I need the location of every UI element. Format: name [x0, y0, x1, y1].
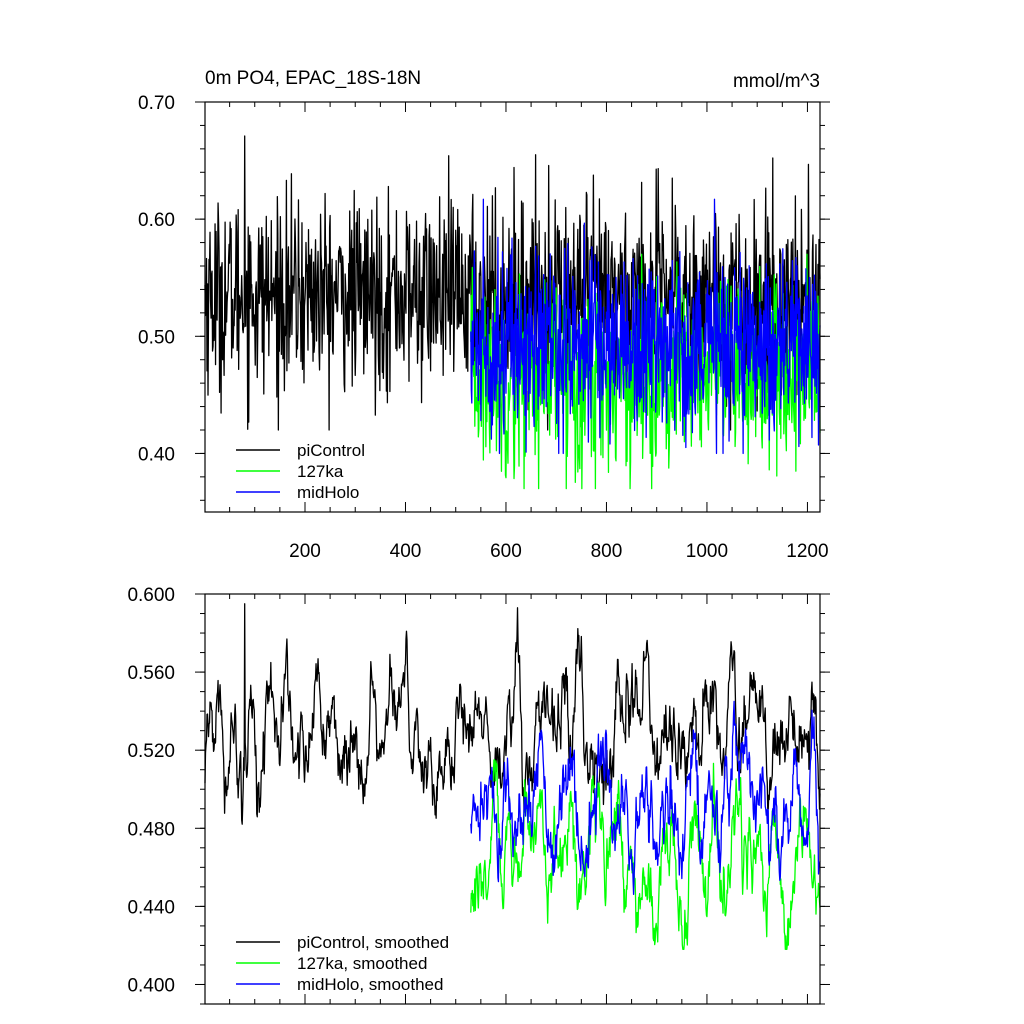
- bottom-legend-label-midholo: midHolo, smoothed: [297, 975, 443, 994]
- series-line-127ka-smoothed: [470, 759, 821, 950]
- bottom-plot-frame: [204, 593, 821, 1005]
- top-legend-label-picontrol: piControl: [297, 441, 365, 460]
- bottom-panel-ticks: [195, 593, 830, 1005]
- bottom-panel-tick-labels: 0.400 0.440 0.480 0.520 0.560 0.600: [127, 585, 175, 996]
- top-panel: 0m PO4, EPAC_18S-18N mmol/m^3 200 400 600 8…: [138, 68, 830, 562]
- top-panel-units: mmol/m^3: [733, 71, 820, 92]
- y-tick-label: 0.520: [127, 741, 175, 762]
- top-panel-tick-labels: 200 400 600 800 1000 1200 0.40 0.50 0.60 0.70: [138, 93, 829, 562]
- y-tick-label: 0.440: [127, 897, 175, 918]
- x-tick-label: 800: [591, 541, 623, 562]
- y-tick-label: 0.50: [138, 327, 175, 348]
- bottom-legend: piControl, smoothed 127ka, smoothed midH…: [236, 933, 449, 994]
- y-tick-label: 0.60: [138, 210, 175, 231]
- y-tick-label: 0.560: [127, 663, 175, 684]
- x-tick-label: 600: [490, 541, 522, 562]
- x-tick-label: 1200: [786, 541, 828, 562]
- series-line-picontrol-smoothed: [204, 603, 821, 825]
- top-panel-title: 0m PO4, EPAC_18S-18N: [205, 68, 421, 89]
- bottom-panel-lines: [204, 603, 821, 950]
- x-tick-label: 1000: [686, 541, 728, 562]
- y-tick-label: 0.600: [127, 585, 175, 606]
- x-tick-label: 400: [390, 541, 422, 562]
- bottom-legend-label-picontrol: piControl, smoothed: [297, 933, 449, 952]
- x-tick-label: 200: [289, 541, 321, 562]
- top-panel-ticks: [195, 101, 830, 512]
- top-panel-lines: [204, 135, 821, 490]
- y-tick-label: 0.40: [138, 444, 175, 465]
- series-line-midholo: [470, 198, 821, 455]
- y-tick-label: 0.480: [127, 819, 175, 840]
- top-legend: piControl 127ka midHolo: [236, 441, 365, 502]
- bottom-legend-label-127ka: 127ka, smoothed: [297, 954, 427, 973]
- top-legend-label-midholo: midHolo: [297, 483, 359, 502]
- series-line-midholo-smoothed: [470, 700, 821, 895]
- bottom-panel: 0.400 0.440 0.480 0.520 0.560 0.600 piControl…: [127, 585, 830, 1005]
- y-tick-label: 0.70: [138, 93, 175, 114]
- top-plot-frame: [204, 101, 821, 513]
- y-tick-label: 0.400: [127, 975, 175, 996]
- top-legend-label-127ka: 127ka: [297, 462, 344, 481]
